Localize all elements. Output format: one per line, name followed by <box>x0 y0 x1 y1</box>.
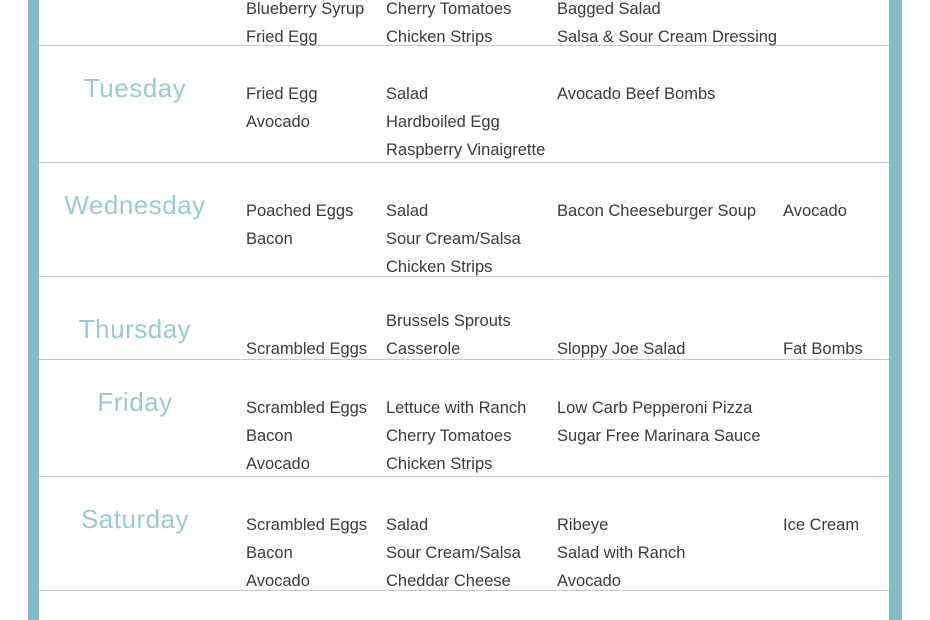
snack-items <box>783 46 889 80</box>
breakfast-items: Blueberry Syrup Fried Egg <box>246 0 365 46</box>
day-row-partial-top: Blueberry Syrup Fried Egg Cherry Tomatoe… <box>39 0 889 46</box>
snack-items <box>783 360 889 394</box>
day-row-tuesday: Tuesday Fried Egg Avocado Salad Hardboil… <box>39 46 889 163</box>
dinner-items: Sloppy Joe Salad <box>557 340 686 358</box>
snack-items: Avocado <box>783 202 847 220</box>
breakfast-items: Scrambled Eggs Bacon Avocado <box>246 399 368 473</box>
lunch-items: Salad Hardboiled Egg Raspberry Vinaigret… <box>386 85 546 159</box>
dinner-items: Ribeye Salad with Ranch Avocado <box>557 516 686 590</box>
day-label: Saturday <box>80 504 190 534</box>
breakfast-items: Poached Eggs Bacon <box>246 202 354 248</box>
day-label: Tuesday <box>83 73 187 103</box>
dinner-items: Low Carb Pepperoni Pizza Sugar Free Mari… <box>557 399 761 445</box>
day-label: Friday <box>97 387 173 417</box>
day-row-thursday: Thursday Scrambled Eggs Brussels Sprouts… <box>39 277 889 360</box>
day-row-partial-bottom <box>39 591 889 620</box>
breakfast-items: Scrambled Eggs Bacon Avocado <box>246 516 368 590</box>
day-row-friday: Friday Scrambled Eggs Bacon Avocado Lett… <box>39 360 889 477</box>
breakfast-items: Fried Egg Avocado <box>246 85 318 131</box>
lunch-items: Salad Sour Cream/Salsa Cheddar Cheese <box>386 516 521 590</box>
day-row-saturday: Saturday Scrambled Eggs Bacon Avocado Sa… <box>39 477 889 591</box>
snack-items: Fat Bombs <box>783 340 863 358</box>
lunch-items: Lettuce with Ranch Cherry Tomatoes Chick… <box>386 399 527 473</box>
lunch-items: Brussels Sprouts Casserole <box>386 312 511 358</box>
dinner-items: Avocado Beef Bombs <box>557 85 716 103</box>
weekly-menu-table: Blueberry Syrup Fried Egg Cherry Tomatoe… <box>39 0 889 620</box>
right-accent-bar <box>889 0 902 620</box>
day-label: Thursday <box>78 314 192 344</box>
dinner-items: Bacon Cheeseburger Soup <box>557 202 757 220</box>
lunch-items: Salad Sour Cream/Salsa Chicken Strips <box>386 202 521 276</box>
left-accent-bar <box>28 0 39 620</box>
day-label: Wednesday <box>64 190 206 220</box>
snack-items: Ice Cream <box>783 516 860 534</box>
breakfast-items: Scrambled Eggs <box>246 340 368 358</box>
dinner-items: Bagged Salad Salsa & Sour Cream Dressing <box>557 0 778 46</box>
day-row-wednesday: Wednesday Poached Eggs Bacon Salad Sour … <box>39 163 889 277</box>
lunch-items: Cherry Tomatoes Chicken Strips <box>386 0 512 46</box>
